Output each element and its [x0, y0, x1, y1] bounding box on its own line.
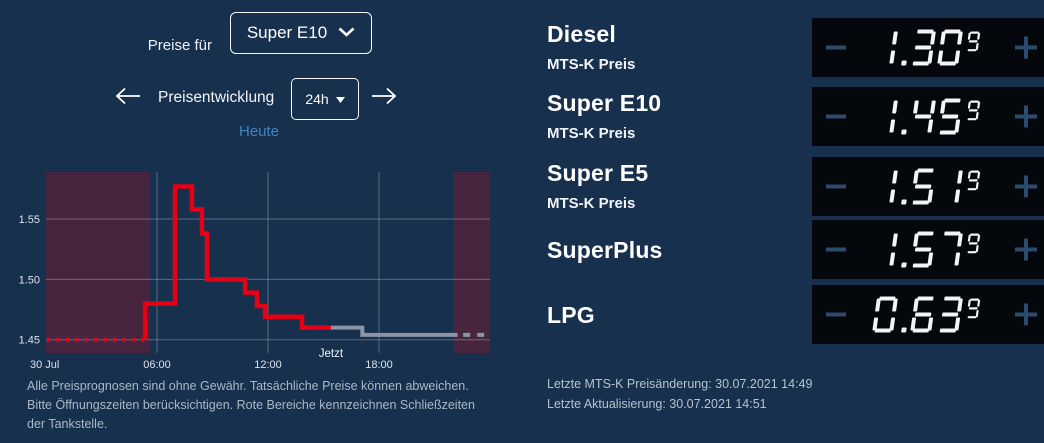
range-title: Preisentwicklung [158, 89, 275, 106]
series-prognose [330, 325, 458, 337]
arrow-left-icon [115, 86, 141, 109]
y-axis-tick-label: 1.55 [19, 214, 40, 226]
fuel-price-row: Diesel MTS-K Preis [520, 16, 1044, 78]
y-axis-tick-label: 1.50 [19, 274, 40, 286]
x-axis-tick-label: 18:00 [365, 359, 393, 371]
series-preisverlauf [142, 184, 331, 340]
range-select-dropdown[interactable]: 24h [291, 78, 359, 120]
price-display [812, 18, 1044, 77]
fuel-name: SuperPlus [547, 237, 663, 263]
fuel-name: LPG [547, 302, 595, 328]
last-update-text: Letzte Aktualisierung: 30.07.2021 14:51 [547, 397, 767, 411]
x-axis-tick-label: 06:00 [143, 359, 171, 371]
chevron-down-icon [338, 24, 355, 42]
previous-period-button[interactable] [112, 84, 144, 110]
increase-price-button[interactable] [1015, 105, 1037, 128]
price-digits [889, 98, 981, 135]
price-display [812, 157, 1044, 216]
x-axis-tick-label: 30 Jul [30, 359, 59, 371]
increase-price-button[interactable] [1015, 36, 1037, 59]
fuel-label: Super E10 MTS-K Preis [547, 90, 661, 142]
increase-price-button[interactable] [1015, 238, 1037, 261]
price-display [812, 220, 1044, 279]
price-digits [889, 29, 981, 66]
fuel-label: LPG [547, 302, 595, 329]
now-marker-label: Jetzt [319, 348, 344, 360]
fuel-price-row: SuperPlus [520, 218, 1044, 280]
price-display [812, 285, 1044, 344]
fuel-price-row: Super E10 MTS-K Preis [520, 85, 1044, 147]
fuel-price-row: Super E5 MTS-K Preis [520, 155, 1044, 217]
fuel-select-value: Super E10 [246, 23, 328, 42]
last-price-change-text: Letzte MTS-K Preisänderung: 30.07.2021 1… [547, 377, 813, 391]
fuel-price-list: Diesel MTS-K Preis Super E10 MTS-K Preis [520, 0, 1044, 360]
increase-price-button[interactable] [1015, 303, 1037, 326]
closed-hours-region [453, 172, 490, 353]
fuel-price-source-label: MTS-K Preis [547, 56, 636, 73]
next-period-button[interactable] [368, 84, 400, 110]
fuel-name: Super E10 [547, 90, 662, 116]
price-digits [872, 296, 981, 333]
caret-down-icon [335, 90, 345, 108]
y-axis-tick-label: 1.45 [19, 335, 40, 347]
arrow-right-icon [371, 86, 397, 109]
increase-price-button[interactable] [1015, 175, 1037, 198]
fuel-price-row: LPG [520, 283, 1044, 345]
price-digits [889, 231, 981, 268]
fuel-label: SuperPlus [547, 237, 663, 264]
price-display [812, 87, 1044, 146]
preise-fuer-label: Preise für [147, 37, 212, 54]
price-digits [889, 168, 981, 205]
fuel-label: Super E5 MTS-K Preis [547, 160, 648, 212]
current-day-label: Heute [238, 123, 280, 140]
price-development-chart: 1.45 1.50 1.55 30 Jul 06:00 12:00 18:00 Jetzt [19, 172, 490, 371]
fuel-price-source-label: MTS-K Preis [547, 195, 636, 212]
closed-hours-region [46, 172, 150, 353]
fuel-name: Diesel [547, 21, 616, 47]
fuel-label: Diesel MTS-K Preis [547, 21, 635, 73]
fuel-select-dropdown[interactable]: Super E10 [230, 12, 372, 54]
x-axis-tick-label: 12:00 [254, 359, 282, 371]
fuel-price-source-label: MTS-K Preis [547, 125, 636, 142]
disclaimer-text: Alle Preisprognosen sind ohne Gewähr. Ta… [27, 379, 475, 431]
range-select-value: 24h [305, 91, 329, 107]
fuel-name: Super E5 [547, 160, 649, 186]
